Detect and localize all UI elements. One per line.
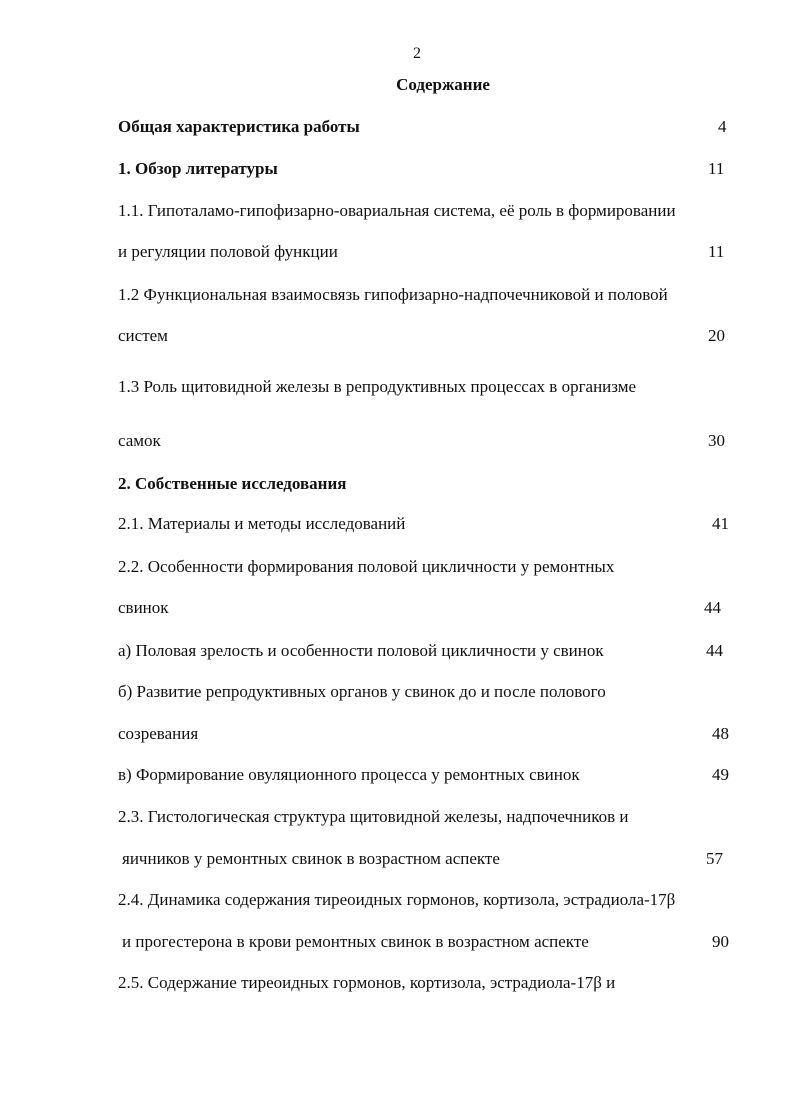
toc-entry-text: систем: [118, 326, 168, 345]
toc-entry-page: 11: [708, 242, 725, 261]
toc-entry-page: 90: [712, 932, 729, 951]
toc-entry-page: 57: [706, 849, 723, 868]
toc-entry-text: Общая характеристика работы: [118, 117, 360, 136]
toc-entry-page: 48: [712, 724, 729, 743]
toc-entry-text: 1. Обзор литературы: [118, 159, 278, 178]
toc-entry-text: 2.1. Материалы и методы исследований: [118, 514, 406, 533]
toc-entry-page: 4: [718, 117, 727, 136]
toc-entry-page: 44: [706, 641, 723, 660]
page-title: Содержание: [396, 75, 490, 94]
toc-entry-page: 11: [708, 159, 725, 178]
toc-entry-text: 2.3. Гистологическая структура щитовидно…: [118, 807, 629, 826]
toc-entry-page: 30: [708, 431, 725, 450]
toc-entry-page: 41: [712, 514, 729, 533]
toc-entry-text: яичников у ремонтных свинок в возрастном…: [122, 849, 500, 868]
toc-entry-text: 1.1. Гипоталамо-гипофизарно-овариальная …: [118, 201, 676, 220]
toc-entry-text: 1.3 Роль щитовидной железы в репродуктив…: [118, 377, 637, 396]
toc-entry-text: в) Формирование овуляционного процесса у…: [118, 765, 580, 784]
toc-entry-page: 49: [712, 765, 729, 784]
page-number: 2: [413, 45, 421, 62]
toc-entry-text: самок: [118, 431, 161, 450]
toc-entry-text: 1.2 Функциональная взаимосвязь гипофизар…: [118, 285, 668, 304]
toc-entry-text: 2.5. Содержание тиреоидных гормонов, кор…: [118, 973, 616, 992]
toc-entry-text: а) Половая зрелость и особенности полово…: [118, 641, 604, 660]
toc-entry-text: 2.2. Особенности формирования половой ци…: [118, 557, 615, 576]
toc-entry-text: свинок: [118, 598, 169, 617]
toc-entry-page: 20: [708, 326, 725, 345]
toc-entry-text: и прогестерона в крови ремонтных свинок …: [122, 932, 589, 951]
toc-entry-text: созревания: [118, 724, 199, 743]
toc-entry-page: 44: [704, 598, 721, 617]
toc-entry-text: 2.4. Динамика содержания тиреоидных горм…: [118, 890, 676, 909]
toc-entry-text: б) Развитие репродуктивных органов у сви…: [118, 682, 606, 701]
toc-entry-text: и регуляции половой функции: [118, 242, 338, 261]
toc-entry-text: 2. Собственные исследования: [118, 474, 347, 493]
